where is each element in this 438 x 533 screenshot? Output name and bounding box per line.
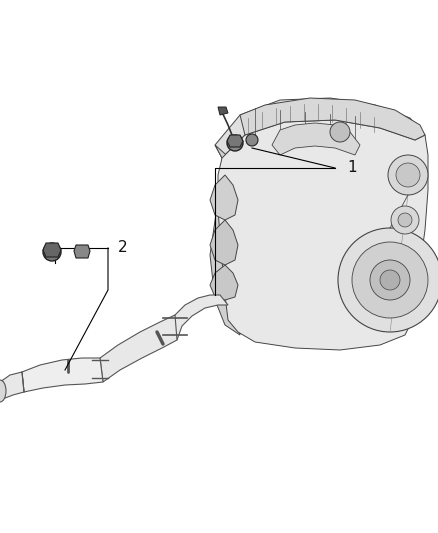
Polygon shape (218, 107, 228, 115)
Text: 1: 1 (347, 160, 357, 175)
Polygon shape (43, 243, 61, 257)
Circle shape (396, 163, 420, 187)
Circle shape (388, 155, 428, 195)
Polygon shape (227, 135, 243, 147)
Circle shape (398, 213, 412, 227)
Text: 2: 2 (118, 240, 127, 255)
Circle shape (338, 228, 438, 332)
Polygon shape (215, 98, 425, 158)
Circle shape (246, 134, 258, 146)
Polygon shape (210, 175, 238, 220)
Circle shape (370, 260, 410, 300)
Polygon shape (210, 265, 238, 300)
Polygon shape (170, 295, 228, 340)
Circle shape (352, 242, 428, 318)
Circle shape (380, 270, 400, 290)
Circle shape (391, 206, 419, 234)
Circle shape (330, 122, 350, 142)
Polygon shape (218, 120, 428, 350)
Polygon shape (240, 98, 425, 140)
Circle shape (227, 135, 243, 151)
Polygon shape (210, 145, 240, 335)
Polygon shape (74, 245, 90, 258)
Polygon shape (22, 358, 103, 392)
Polygon shape (0, 372, 24, 400)
Circle shape (43, 243, 61, 261)
Polygon shape (210, 220, 238, 265)
Polygon shape (272, 123, 360, 155)
Polygon shape (100, 315, 177, 382)
Ellipse shape (0, 380, 6, 402)
